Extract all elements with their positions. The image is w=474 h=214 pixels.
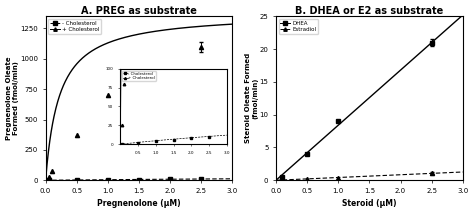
Legend: DHEA, Estradiol: DHEA, Estradiol xyxy=(279,19,318,34)
Y-axis label: Pregnenolone Oleate
Formed (fmol/min): Pregnenolone Oleate Formed (fmol/min) xyxy=(6,56,18,140)
X-axis label: Pregnenolone (μM): Pregnenolone (μM) xyxy=(97,199,181,208)
Legend: - Cholesterol, + Cholesterol: - Cholesterol, + Cholesterol xyxy=(48,19,101,34)
Y-axis label: Steroid Oleate Formed
(fmol/min): Steroid Oleate Formed (fmol/min) xyxy=(245,53,258,143)
Title: A. PREG as substrate: A. PREG as substrate xyxy=(81,6,197,16)
X-axis label: Steroid (μM): Steroid (μM) xyxy=(342,199,397,208)
Title: B. DHEA or E2 as substrate: B. DHEA or E2 as substrate xyxy=(295,6,444,16)
